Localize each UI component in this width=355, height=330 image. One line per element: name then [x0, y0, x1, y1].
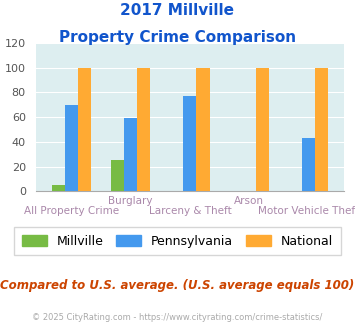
Bar	[256, 68, 269, 191]
Text: Motor Vehicle Theft: Motor Vehicle Theft	[258, 206, 355, 216]
Text: Larceny & Theft: Larceny & Theft	[148, 206, 231, 216]
Bar	[137, 68, 150, 191]
Bar	[111, 160, 124, 191]
Text: Arson: Arson	[234, 196, 264, 206]
Bar	[124, 118, 137, 191]
Bar	[78, 68, 91, 191]
Bar	[184, 96, 196, 191]
Bar	[196, 68, 209, 191]
Bar	[315, 68, 328, 191]
Text: © 2025 CityRating.com - https://www.cityrating.com/crime-statistics/: © 2025 CityRating.com - https://www.city…	[32, 313, 323, 322]
Text: Burglary: Burglary	[108, 196, 153, 206]
Text: Property Crime Comparison: Property Crime Comparison	[59, 30, 296, 45]
Text: 2017 Millville: 2017 Millville	[120, 3, 235, 18]
Text: Compared to U.S. average. (U.S. average equals 100): Compared to U.S. average. (U.S. average …	[0, 279, 355, 292]
Legend: Millville, Pennsylvania, National: Millville, Pennsylvania, National	[14, 227, 341, 255]
Bar	[302, 138, 315, 191]
Bar	[51, 185, 65, 191]
Bar	[65, 105, 78, 191]
Text: All Property Crime: All Property Crime	[23, 206, 119, 216]
